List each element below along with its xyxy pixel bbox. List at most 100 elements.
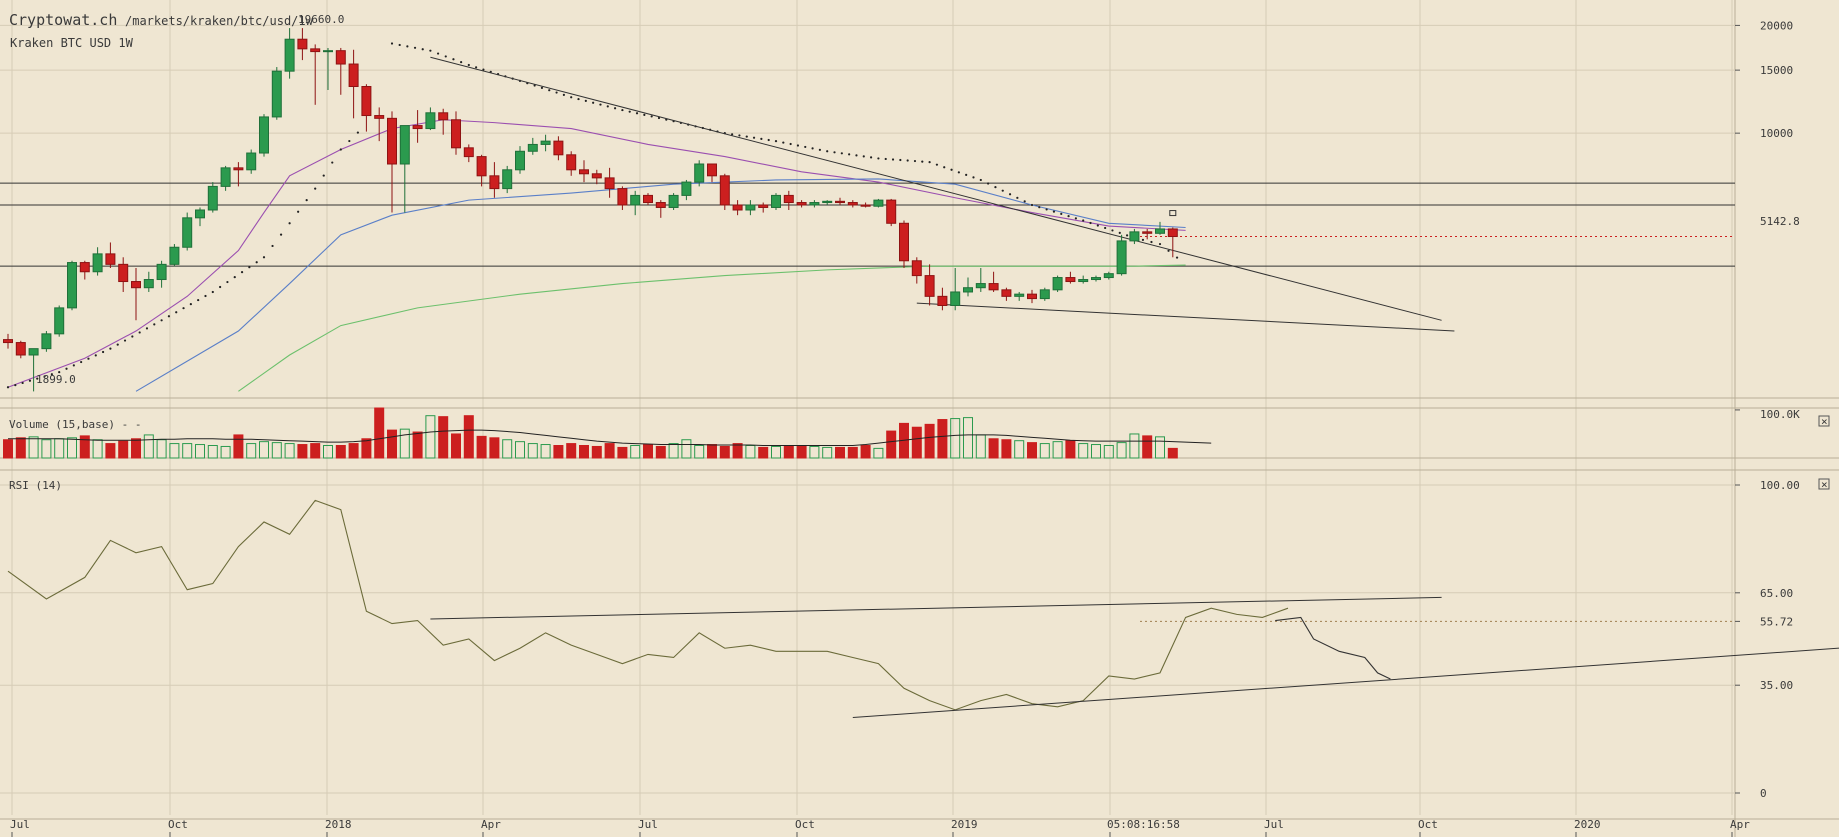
psar-dot [444, 55, 447, 58]
candle-body [553, 140, 564, 156]
candle-body [911, 260, 922, 277]
candle-body [1091, 277, 1101, 281]
psar-dot [50, 373, 53, 376]
candle-body [92, 253, 103, 273]
psar-dot [421, 48, 424, 51]
volume-bar [707, 444, 717, 459]
candle-body [79, 262, 90, 273]
candle-body [3, 339, 13, 344]
psar-dot [789, 142, 792, 146]
psar-dot [818, 148, 821, 151]
psar-dot [796, 144, 800, 147]
market-path[interactable]: /markets/kraken/btc/usd/1w [125, 14, 314, 28]
psar-dot [429, 49, 432, 52]
volume-bar [412, 431, 423, 459]
psar-dot [482, 68, 485, 71]
volume-bar [771, 445, 781, 459]
volume-bar [1027, 442, 1037, 459]
psar-dot [271, 244, 274, 248]
psar-dot [833, 151, 836, 154]
current-price-label: 5142.8 [1760, 215, 1800, 228]
candle-body [41, 333, 52, 350]
volume-bar [1078, 443, 1089, 459]
candle-body [182, 217, 193, 248]
x-tick-label: Apr [481, 818, 501, 831]
volume-bar [988, 438, 999, 459]
candle-body [131, 281, 141, 289]
psar-dot [94, 354, 97, 357]
psar-dot [1060, 212, 1063, 215]
psar-dot [1175, 256, 1179, 259]
candle-body [527, 143, 538, 152]
candle-body [233, 167, 244, 171]
volume-bar [425, 415, 436, 459]
candle-body [246, 152, 257, 171]
volume-bar [694, 445, 705, 459]
volume-bar [630, 445, 641, 459]
psar-dot [913, 159, 917, 163]
volume-bar [28, 436, 39, 459]
candle-body [323, 50, 333, 53]
psar-dot [767, 138, 770, 142]
candle-body [1155, 228, 1165, 234]
psar-dot [811, 147, 814, 150]
candle-body [1103, 273, 1114, 279]
volume-bar [745, 445, 756, 459]
psar-dot [613, 107, 617, 110]
brand-title[interactable]: Cryptowat.ch [9, 11, 117, 29]
candle-body [54, 307, 65, 335]
psar-dot [322, 174, 325, 177]
psar-dot [189, 303, 192, 306]
psar-dot [262, 256, 266, 259]
candle-body [361, 86, 372, 117]
volume-close-button[interactable]: × [1818, 415, 1830, 428]
psar-dot [226, 280, 229, 284]
volume-bar [207, 445, 218, 459]
psar-dot [390, 42, 394, 45]
psar-dot [116, 343, 119, 346]
psar-dot [1052, 210, 1056, 213]
psar-dot [752, 136, 756, 139]
psar-dot [123, 339, 127, 342]
candle-body [604, 177, 615, 190]
candle-body [28, 348, 39, 356]
psar-dot [650, 115, 653, 118]
psar-dot [14, 384, 17, 387]
volume-bar [156, 439, 167, 459]
psar-dot [577, 97, 580, 101]
psar-dot [994, 186, 997, 189]
candle-body [67, 262, 77, 309]
volume-bar [591, 445, 602, 459]
volume-bar [1039, 443, 1050, 459]
psar-dot [339, 148, 342, 151]
candle-body [899, 222, 909, 262]
candle-body [783, 194, 794, 204]
psar-dot [72, 364, 75, 367]
volume-bar [438, 416, 449, 459]
psar-dot [398, 43, 401, 47]
x-tick-label: 2019 [951, 818, 978, 831]
candle-body [950, 291, 961, 306]
x-tick-label: Jul [1264, 818, 1284, 831]
psar-dot [131, 335, 134, 338]
volume-bar [1142, 435, 1153, 459]
volume-bar [451, 433, 461, 459]
psar-dot [745, 135, 748, 138]
volume-bar [1001, 439, 1012, 459]
volume-bar [271, 442, 282, 459]
volume-bar [643, 444, 653, 459]
psar-dot [145, 327, 149, 330]
psar-dot [288, 222, 291, 225]
psar-dot [1089, 221, 1092, 225]
psar-dot [599, 103, 602, 106]
candle-body [579, 169, 589, 175]
volume-bar [579, 445, 589, 459]
psar-dot [1141, 238, 1145, 241]
psar-dot [153, 323, 156, 326]
rsi-close-button[interactable]: × [1818, 478, 1830, 491]
candle-body [681, 181, 692, 196]
price-tick-label: 15000 [1760, 64, 1793, 77]
psar-dot [248, 266, 251, 269]
